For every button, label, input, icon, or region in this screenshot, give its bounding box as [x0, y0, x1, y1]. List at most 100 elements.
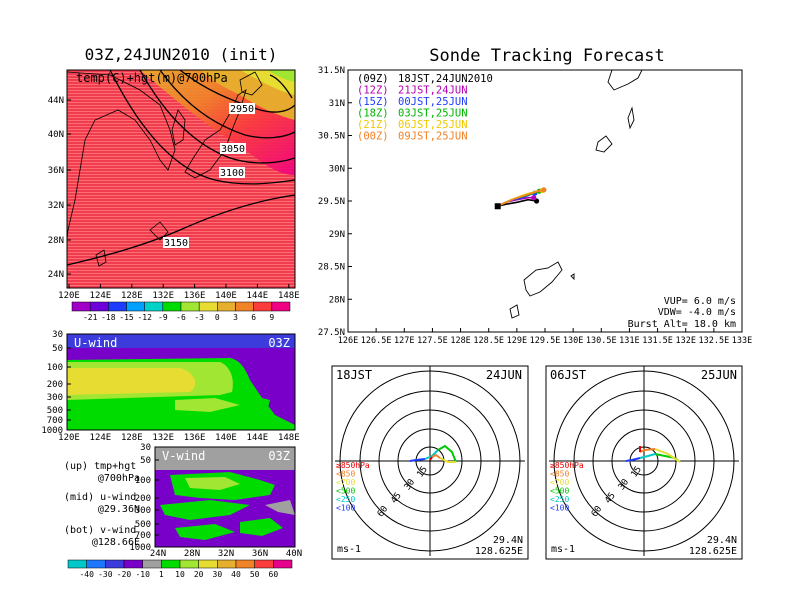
track-lon-tick-label: 131E [619, 336, 639, 346]
track-lat-tick-label: 29.5N [318, 197, 345, 207]
track-legend-code: (09Z) [357, 73, 389, 85]
track-endpoint [541, 187, 547, 193]
track-line [497, 198, 537, 207]
map-lat-tick-label: 36N [48, 166, 64, 176]
hodo-left-unit: ms-1 [337, 544, 361, 555]
temp-colorbar-label: -12 [137, 313, 152, 322]
right-title: Sonde Tracking Forecast [429, 46, 664, 66]
temp-colorbar: -21 -18 -15 -12 -9 -6 -3 0 3 6 9 [71, 301, 291, 322]
track-legend-text: 21JST,24JUN [398, 85, 468, 97]
u-y-tick-label: 50 [52, 344, 63, 354]
temp-colorbar-label: -21 [83, 313, 98, 322]
track-legend-text: 09JST,25JUN [398, 131, 468, 143]
u-x-tick-label: 148E [278, 433, 300, 443]
map-lat-tick-label: 40N [48, 130, 64, 140]
hodo-right-unit: ms-1 [551, 544, 575, 555]
hodo-legend-item: <100 [336, 504, 355, 513]
hodo-right-lat: 29.4N [707, 535, 737, 546]
v-x-ticks: 24N 28N 32N 36N 40N [150, 549, 302, 559]
track-lat-tick-label: 29N [329, 230, 345, 240]
hodo-left-trace [409, 444, 457, 463]
track-lon-tick-label: 129E [507, 336, 527, 346]
u-y-tick-label: 1000 [41, 426, 63, 436]
u-wind-time: 03Z [268, 336, 290, 350]
track-legend-text: 03JST,25JUN [398, 108, 468, 120]
hodo-legend-item: <700 [550, 478, 569, 487]
temp-colorbar-label: 6 [251, 313, 256, 322]
note-bot-line1: (bot) v-wind [64, 525, 136, 536]
track-lat-tick-label: 30.5N [318, 132, 345, 142]
wind-colorbar: -40 -30 -20 -10 1 10 20 30 40 50 60 [67, 559, 293, 579]
wind-colorbar-label: -30 [98, 570, 113, 579]
hodo-legend-item: ≥850hPa [336, 461, 370, 470]
temp-colorbar-swatch [144, 301, 164, 312]
temp-colorbar-label: -9 [158, 313, 168, 322]
track-lat-tick-label: 31N [329, 99, 345, 109]
hodo-left-legend: ≥850hPa<850<700<500<250<100 [336, 461, 370, 513]
u-y-tick-label: 700 [47, 416, 63, 426]
temp-colorbar-label: -3 [194, 313, 204, 322]
temp-colorbar-swatch [235, 301, 254, 312]
temp-colorbar-swatch [71, 301, 91, 312]
temp-colorbar-swatch [253, 301, 273, 312]
hodo-left-lon: 128.625E [475, 546, 523, 557]
wind-colorbar-swatch [142, 559, 162, 569]
track-legend-code: (00Z) [357, 131, 389, 143]
hodo-legend-item: <850 [550, 470, 569, 479]
left-title: 03Z,24JUN2010 (init) [85, 45, 278, 64]
v-y-tick-label: 500 [135, 520, 151, 530]
u-y-tick-label: 500 [47, 406, 63, 416]
temp-colorbar-label: -6 [176, 313, 186, 322]
v-y-tick-label: 100 [135, 476, 151, 486]
track-lon-tick-label: 126E [338, 336, 358, 346]
map-lon-tick-label: 132E [152, 291, 174, 301]
track-islands [509, 70, 643, 319]
note-up-line1: (up) tmp+hgt [64, 461, 136, 472]
temp-colorbar-swatch [162, 301, 182, 312]
temp-colorbar-swatch [126, 301, 145, 312]
u-y-tick-label: 200 [47, 380, 63, 390]
temp-colorbar-swatch [108, 301, 127, 312]
wind-colorbar-swatch [67, 559, 87, 569]
wind-colorbar-label: 1 [159, 570, 164, 579]
wind-colorbar-swatch [179, 559, 199, 569]
map-lon-tick-label: 136E [184, 291, 206, 301]
v-y-tick-label: 30 [140, 443, 151, 453]
map-lon-ticks: 120E 124E 128E 132E 136E 140E 144E 148E [58, 284, 300, 301]
v-wind-label: V-wind [162, 449, 205, 463]
temp-colorbar-label: -18 [101, 313, 116, 322]
v-x-tick-label: 40N [286, 549, 302, 559]
track-legend-text: 00JST,25JUN [398, 96, 468, 108]
hodo-right-trace [625, 446, 681, 463]
side-notes: (up) tmp+hgt @700hPa (mid) u-wind @29.36… [64, 461, 140, 548]
track-legend-text: 18JST,24JUN2010 [398, 73, 493, 85]
track-legend-code: (21Z) [357, 119, 389, 131]
temp-colorbar-swatch [198, 301, 218, 312]
hodo-legend-item: <700 [336, 478, 355, 487]
hodo-right-lon: 128.625E [689, 546, 737, 557]
map-lon-tick-label: 140E [215, 291, 237, 301]
track-lat-tick-label: 28N [329, 295, 345, 305]
note-up-line2: @700hPa [98, 473, 140, 484]
u-x-tick-label: 144E [247, 433, 269, 443]
u-y-tick-label: 300 [47, 393, 63, 403]
wind-colorbar-swatch [86, 559, 106, 569]
param-burst-alt: Burst Alt= 18.0 km [628, 319, 736, 330]
v-x-tick-label: 32N [218, 549, 234, 559]
track-lon-tick-label: 128E [450, 336, 470, 346]
u-x-tick-label: 136E [184, 433, 206, 443]
temp-colorbar-swatch [271, 301, 291, 312]
wind-colorbar-label: 30 [213, 570, 223, 579]
track-panel: 31.5N 31N 30.5N 30N 29.5N 29N 28.5N 28N 27.5N 12… [318, 66, 752, 346]
map-lon-tick-label: 120E [58, 291, 80, 301]
temp-map-panel: 2950 3050 3100 3150 temp(C)+hgt(m)@700hP… [48, 69, 300, 322]
contour-label-3050: 3050 [221, 144, 245, 155]
track-legend-code: (12Z) [357, 85, 389, 97]
track-lon-tick-label: 127E [394, 336, 414, 346]
map-panel-label: temp(C)+hgt(m)@700hPa [76, 71, 228, 85]
track-legend-code: (15Z) [357, 96, 389, 108]
